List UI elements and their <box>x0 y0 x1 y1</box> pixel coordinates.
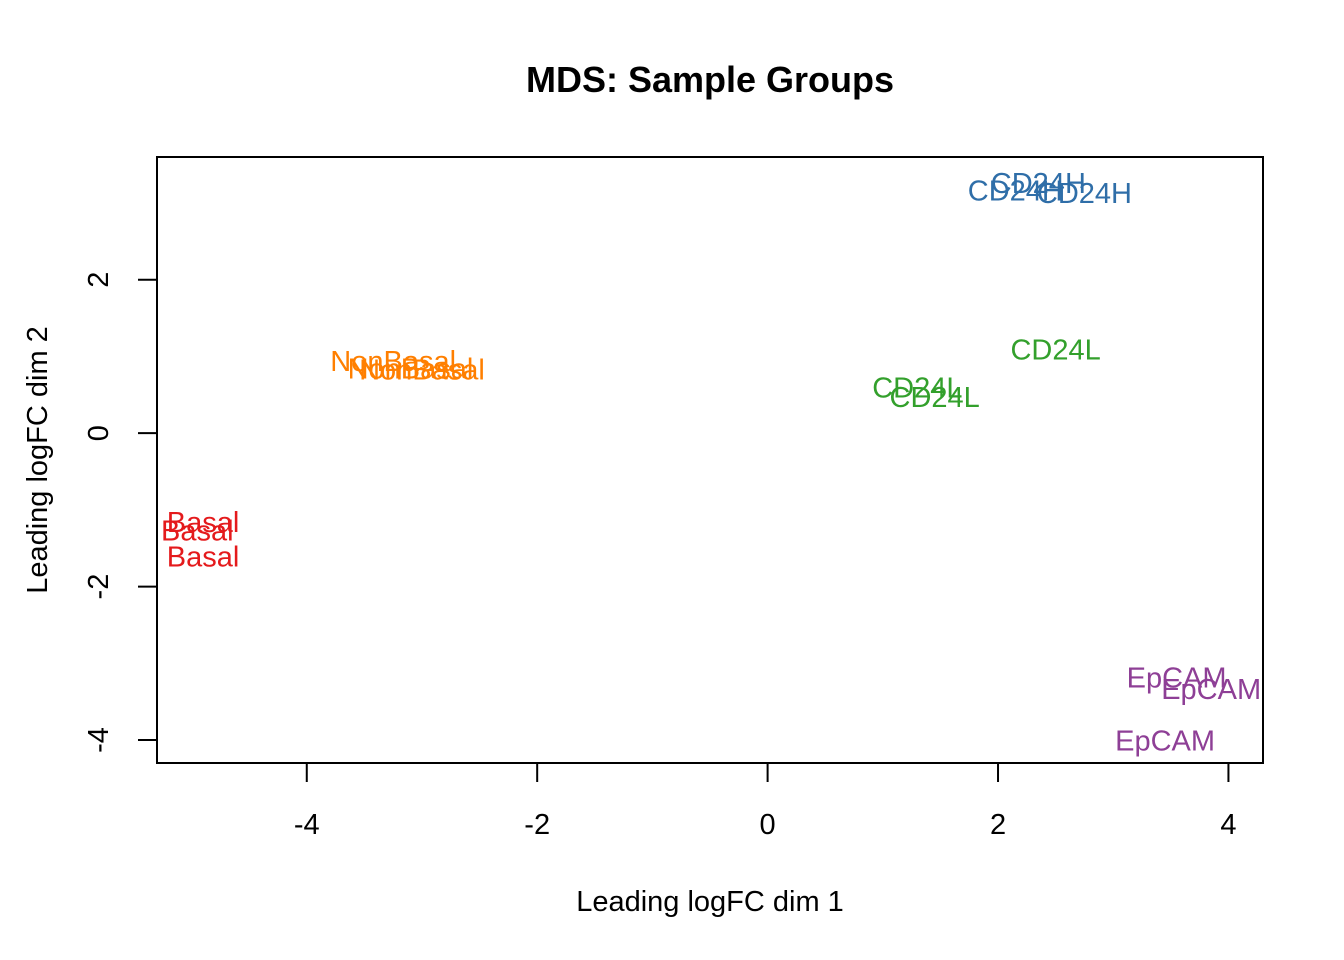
x-tick-label-3: 2 <box>990 809 1006 841</box>
point-label-epcam-12: EpCAM <box>1127 663 1227 695</box>
point-label-cd24h-9: CD24H <box>991 168 1086 200</box>
point-label-nonbasal-3: NonBasal <box>330 346 456 378</box>
x-tick-label-1: -2 <box>524 809 550 841</box>
x-tick-label-0: -4 <box>294 809 320 841</box>
y-tick-label-0: -4 <box>83 727 115 753</box>
point-label-cd24l-7: CD24L <box>872 373 962 405</box>
y-tick-label-3: 2 <box>83 272 115 288</box>
point-label-nonbasal-5: NonBasal <box>359 354 485 386</box>
point-label-cd24h-10: CD24H <box>968 176 1063 208</box>
x-axis-label: Leading logFC dim 1 <box>576 886 844 918</box>
y-tick-label-1: -2 <box>83 574 115 600</box>
x-tick-label-4: 4 <box>1220 809 1236 841</box>
plot-frame <box>156 156 1264 764</box>
point-label-epcam-14: EpCAM <box>1115 726 1215 758</box>
point-label-cd24l-6: CD24L <box>1010 334 1100 366</box>
x-tick-label-2: 0 <box>760 809 776 841</box>
point-label-epcam-13: EpCAM <box>1161 674 1261 706</box>
y-tick-label-2: 0 <box>83 425 115 441</box>
point-label-basal-2: Basal <box>167 541 240 573</box>
point-label-cd24h-11: CD24H <box>1037 178 1132 210</box>
chart-title: MDS: Sample Groups <box>526 59 894 100</box>
point-label-nonbasal-4: NonBasal <box>348 353 474 385</box>
y-axis: -4 -2 0 2 <box>83 272 157 753</box>
point-label-cd24l-8: CD24L <box>890 382 980 414</box>
point-label-basal-0: Basal <box>167 507 240 539</box>
x-axis: -4 -2 0 2 4 <box>294 763 1237 841</box>
point-label-basal-1: Basal <box>161 515 234 547</box>
y-axis-label: Leading logFC dim 2 <box>22 326 54 594</box>
